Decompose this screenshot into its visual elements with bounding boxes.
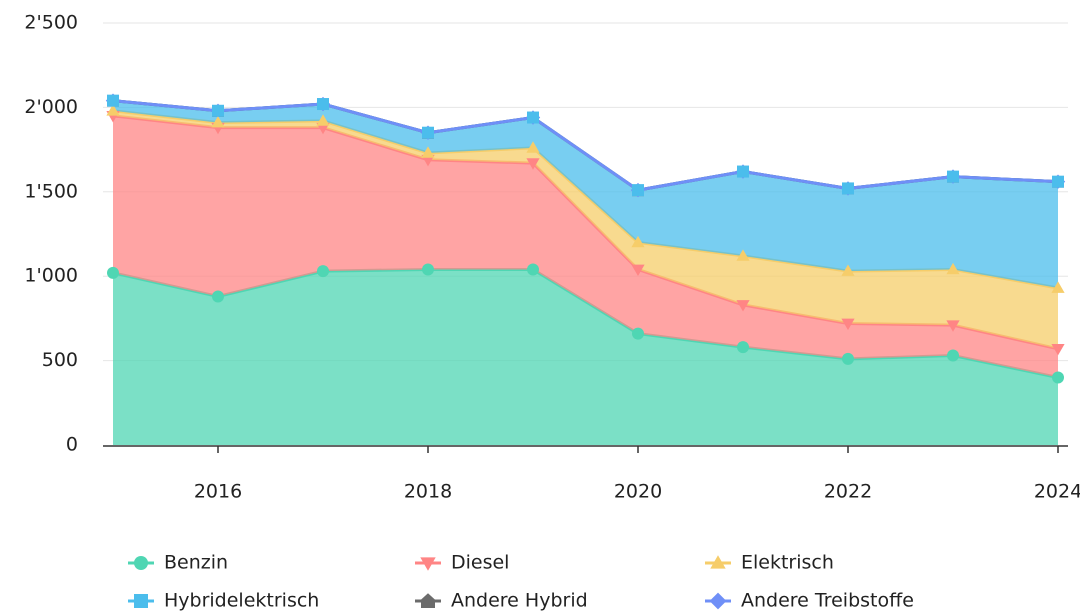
marker xyxy=(420,557,436,571)
legend-item: Andere Hybrid xyxy=(415,590,588,612)
area-line xyxy=(112,99,1059,192)
legend-label: Hybridelektrisch xyxy=(164,590,319,612)
legend-label: Andere Hybrid xyxy=(451,590,588,612)
marker xyxy=(107,94,119,107)
area xyxy=(113,100,1058,289)
y-tick-label: 1'500 xyxy=(24,180,78,202)
marker xyxy=(946,320,960,332)
x-tick-label: 2016 xyxy=(194,481,242,503)
marker xyxy=(421,593,435,608)
legend-label: Diesel xyxy=(451,552,509,574)
marker xyxy=(737,165,749,178)
y-tick-label: 0 xyxy=(66,434,78,456)
legend-item: Elektrisch xyxy=(705,552,834,574)
marker xyxy=(1051,343,1065,356)
marker xyxy=(631,235,645,248)
legend-label: Elektrisch xyxy=(741,552,834,574)
marker xyxy=(421,154,435,167)
marker xyxy=(526,158,540,170)
marker xyxy=(737,341,749,354)
y-tick-label: 1'000 xyxy=(24,265,78,287)
marker xyxy=(134,556,148,570)
marker xyxy=(316,114,330,126)
marker xyxy=(422,263,434,276)
x-tick-label: 2020 xyxy=(614,481,662,503)
marker xyxy=(632,184,644,197)
marker xyxy=(947,170,959,183)
marker xyxy=(709,592,727,610)
marker xyxy=(710,555,726,569)
legend-label: Andere Treibstoffe xyxy=(741,590,914,612)
marker xyxy=(526,141,540,153)
marker xyxy=(1052,371,1064,384)
marker xyxy=(527,111,539,124)
marker xyxy=(421,146,435,158)
marker xyxy=(317,98,329,111)
marker xyxy=(947,349,959,362)
x-tick-label: 2018 xyxy=(404,481,452,503)
marker xyxy=(211,115,225,128)
marker xyxy=(1051,281,1065,293)
marker xyxy=(841,318,855,331)
legend-item: Andere Treibstoffe xyxy=(705,590,914,612)
x-tick-label: 2022 xyxy=(824,481,872,503)
y-tick-label: 2'500 xyxy=(24,12,78,34)
marker xyxy=(212,290,224,303)
x-tick-label: 2024 xyxy=(1034,481,1080,503)
area xyxy=(113,115,1058,378)
marker xyxy=(134,594,148,608)
y-tick-label: 2'000 xyxy=(24,96,78,118)
marker xyxy=(107,266,119,279)
marker xyxy=(317,265,329,278)
y-tick-label: 500 xyxy=(42,349,78,371)
marker xyxy=(736,249,750,261)
legend-label: Benzin xyxy=(164,552,228,574)
marker xyxy=(106,104,120,116)
marker xyxy=(316,122,330,135)
marker xyxy=(422,126,434,139)
marker xyxy=(842,352,854,365)
marker xyxy=(842,182,854,195)
marker xyxy=(632,327,644,340)
legend-item: Benzin xyxy=(128,552,228,574)
legend-item: Diesel xyxy=(415,552,509,574)
marker xyxy=(631,264,645,277)
marker xyxy=(1052,175,1064,188)
marker xyxy=(736,300,750,312)
marker xyxy=(946,262,960,275)
marker xyxy=(841,264,855,276)
marker xyxy=(212,104,224,117)
area xyxy=(113,110,1058,349)
legend-item: Hybridelektrisch xyxy=(128,590,319,612)
area xyxy=(113,269,1058,445)
marker xyxy=(527,263,539,276)
